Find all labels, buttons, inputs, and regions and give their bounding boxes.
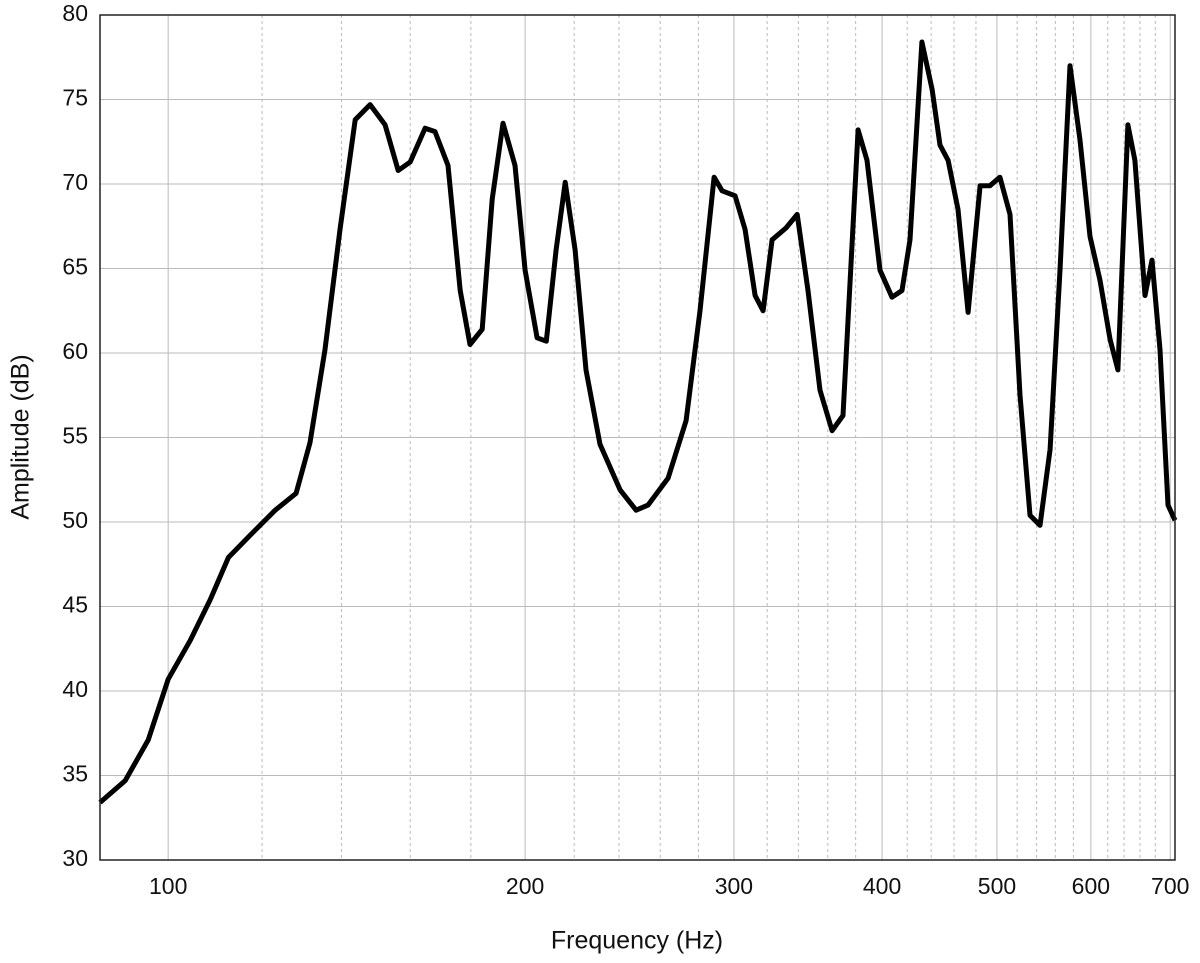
x-tick-label: 500 bbox=[978, 873, 1016, 899]
y-tick-label: 75 bbox=[62, 85, 88, 111]
x-tick-label: 100 bbox=[149, 873, 187, 899]
grid bbox=[100, 14, 1175, 861]
y-tick-label: 35 bbox=[62, 761, 88, 787]
plot bbox=[98, 39, 1178, 805]
x-axis-title: Frequency (Hz) bbox=[551, 927, 723, 955]
y-tick-label: 50 bbox=[62, 507, 88, 533]
y-tick-label: 70 bbox=[62, 169, 88, 195]
y-tick-label: 30 bbox=[62, 845, 88, 871]
y-axis-title: Amplitude (dB) bbox=[7, 354, 35, 519]
x-tick-label: 700 bbox=[1151, 873, 1189, 899]
x-tick-label: 400 bbox=[863, 873, 901, 899]
y-tick-label: 80 bbox=[62, 0, 88, 26]
plot-frame bbox=[99, 14, 1176, 861]
y-tick-label: 60 bbox=[62, 338, 88, 364]
y-tick-label: 40 bbox=[62, 676, 88, 702]
x-tick-label: 300 bbox=[715, 873, 753, 899]
y-tick-label: 65 bbox=[62, 254, 88, 280]
y-tick-label: 45 bbox=[62, 592, 88, 618]
x-tick-label: 200 bbox=[506, 873, 544, 899]
labels: 30 35 40 45 50 55 60 65 70 75 80 100 200 300 400 500 600… bbox=[62, 0, 1189, 899]
y-tick-label: 55 bbox=[62, 423, 88, 449]
x-tick-label: 600 bbox=[1072, 873, 1110, 899]
data-line bbox=[98, 39, 1178, 805]
